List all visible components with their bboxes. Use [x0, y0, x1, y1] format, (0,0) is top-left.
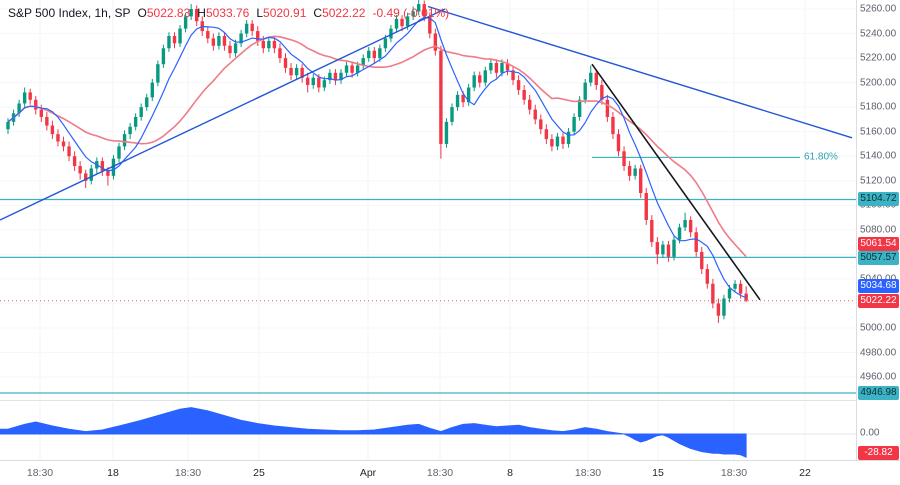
price-tick-label: 5040.00 [857, 273, 900, 284]
trendline-descending-resistance[interactable] [427, 5, 853, 139]
open-value: 5022.83 [146, 6, 191, 20]
price-tick-label: 5080.00 [860, 224, 897, 236]
oscillator-area[interactable] [0, 407, 747, 458]
ma-fast-line[interactable] [7, 16, 747, 299]
price-tick-label: 4980.00 [860, 347, 897, 358]
change-value: -0.49 (-0.01%) [372, 6, 450, 20]
time-tick-label: 18:30 [426, 467, 454, 479]
price-badge-ma_fast: 5034.68 [858, 279, 899, 293]
price-tick-label: 5000.00 [860, 322, 897, 334]
price-badge-level: 4946.98 [858, 386, 899, 400]
time-tick-label: 18:30 [174, 467, 202, 479]
oscillator-zero-label: 0.00 [860, 427, 880, 439]
fib-retracement-label[interactable]: 61.80% [804, 151, 838, 163]
price-tick-label: 4960.00 [860, 371, 897, 383]
time-tick-label: 18 [107, 467, 119, 479]
chart-legend: S&P 500 Index, 1h, SP O5022.83 H5033.76 L50… [8, 6, 449, 20]
low-label: L [256, 6, 264, 20]
price-badge-ma_slow: 5061.54 [858, 237, 899, 251]
close-label: C [313, 6, 323, 20]
low-value: 5020.91 [263, 6, 307, 20]
price-tick-label: 5160.00 [860, 126, 897, 138]
price-tick-label: 5240.00 [860, 28, 897, 39]
price-tick-label: 5200.00 [860, 77, 897, 89]
price-tick-label: 5180.00 [860, 101, 897, 113]
time-tick-label: 18:30 [574, 467, 602, 479]
trendline-ascending-support[interactable] [0, 8, 446, 221]
price-tick-label: 5120.00 [860, 175, 897, 187]
close-value: 5022.22 [322, 6, 366, 20]
trendline-steep-downtrend[interactable] [591, 63, 761, 301]
candles-layer[interactable] [6, 0, 748, 324]
price-badge-level: 5104.72 [858, 192, 899, 206]
time-axis[interactable]: 18:30 18 18:30 25 Apr 18:30 8 18:30 15 18:30 22 [0, 460, 900, 485]
time-tick-label: 25 [253, 467, 265, 479]
time-tick-label: 22 [799, 467, 811, 479]
indicator-pane[interactable] [0, 400, 856, 460]
price-axis[interactable]: 5260.00 5240.00 5220.00 5200.00 5180.00 5160.… [856, 0, 900, 460]
price-badge-level: 5057.57 [858, 251, 899, 265]
oscillator-canvas[interactable] [0, 402, 856, 460]
main-chart-pane[interactable]: S&P 500 Index, 1h, SP O5022.83 H5033.76 L50… [0, 0, 856, 400]
time-tick-label: 15 [652, 467, 664, 479]
symbol-title[interactable]: S&P 500 Index, 1h, SP [8, 6, 131, 20]
open-label: O [137, 6, 147, 20]
price-badge-last: 5022.22 [858, 294, 899, 308]
price-chart-canvas[interactable] [0, 0, 856, 400]
time-tick-label: Apr [359, 467, 377, 479]
price-tick-label: 5220.00 [860, 52, 897, 64]
horizontal-level-lines[interactable] [0, 198, 856, 394]
price-tick-label: 5140.00 [860, 150, 897, 162]
high-label: H [197, 6, 206, 20]
high-value: 5033.76 [205, 6, 250, 20]
time-tick-label: 18:30 [26, 467, 54, 479]
time-tick-label: 8 [507, 467, 513, 479]
oscillator-value-badge: -28.82 [858, 446, 899, 460]
grid-horizontal [0, 8, 856, 378]
price-tick-label: 5260.00 [860, 3, 897, 15]
time-tick-label: 18:30 [720, 467, 748, 479]
